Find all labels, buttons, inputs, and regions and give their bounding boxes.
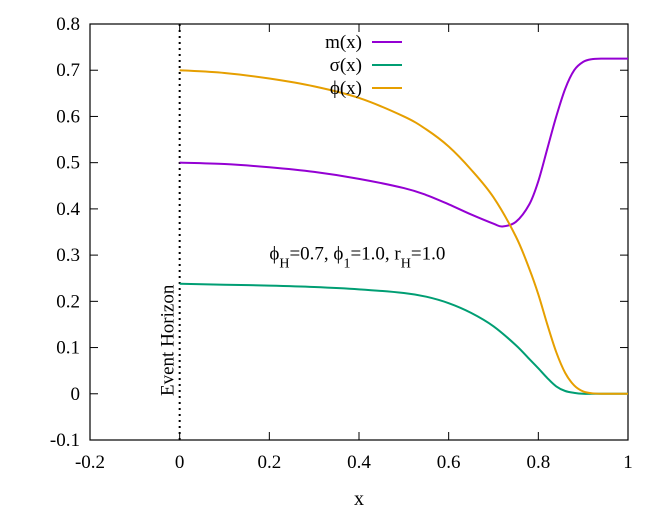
- legend-label: ϕ(x): [330, 78, 362, 99]
- annotation-text: =1.0: [411, 244, 445, 265]
- legend-label: σ(x): [330, 55, 362, 76]
- x-tick-label: 1: [623, 452, 633, 473]
- x-tick-label: 0.4: [347, 452, 371, 473]
- annotation-subscript: H: [401, 256, 411, 271]
- x-tick-label: 0.6: [437, 452, 461, 473]
- annotation-text: =1.0, r: [350, 244, 401, 265]
- series-line-0: [179, 57, 629, 228]
- x-tick-label: 0.8: [526, 452, 550, 473]
- series-lines: [179, 57, 629, 395]
- y-tick-label: 0.5: [56, 153, 80, 174]
- y-tick-label: 0.3: [56, 245, 80, 266]
- y-tick-label: -0.1: [50, 430, 80, 451]
- legend-label: m(x): [325, 32, 362, 53]
- annotation-subscript: H: [279, 256, 289, 271]
- y-tick-label: 0.1: [56, 338, 80, 359]
- parameter-annotation: ϕH=0.7, ϕ1=1.0, rH=1.0: [269, 244, 445, 272]
- y-tick-label: 0: [71, 384, 81, 405]
- legend: m(x)σ(x)ϕ(x): [325, 32, 402, 99]
- event-horizon-label: Event Horizon: [158, 284, 179, 396]
- series-line-2: [179, 69, 629, 395]
- annotation-text: ϕ: [269, 244, 279, 265]
- x-tick-label: -0.2: [75, 452, 105, 473]
- x-tick-label: 0.2: [257, 452, 281, 473]
- axis-tick-labels: -0.2 0 0.2 0.4 0.6 0.8 1 -0.1 0 0.1 0.2 0.3 0.4 0.5 0.…: [50, 14, 633, 473]
- y-tick-label: 0.6: [56, 106, 80, 127]
- annotation-text: =0.7, ϕ: [289, 244, 343, 265]
- annotation-subscript: 1: [343, 256, 350, 271]
- y-tick-label: 0.8: [56, 14, 80, 35]
- y-tick-label: 0.7: [56, 60, 80, 81]
- x-tick-label: 0: [175, 452, 185, 473]
- series-line-1: [179, 282, 628, 395]
- x-axis-label: x: [354, 488, 364, 510]
- y-tick-label: 0.2: [56, 291, 80, 312]
- y-tick-label: 0.4: [56, 199, 80, 220]
